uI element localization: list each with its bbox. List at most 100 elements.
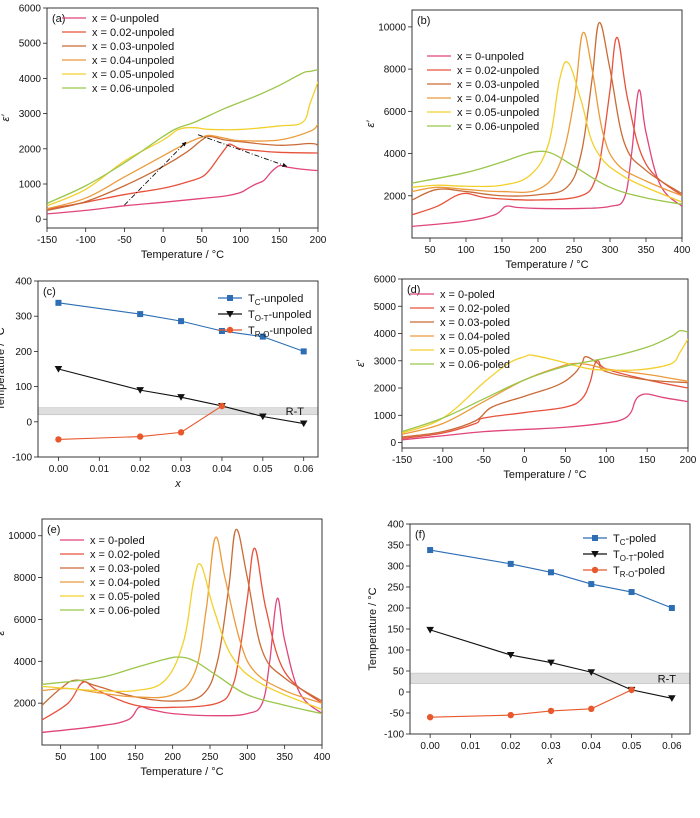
data-point xyxy=(136,387,144,394)
y-tick-label: -50 xyxy=(390,709,405,720)
x-tick-label: 50 xyxy=(560,455,572,466)
y-tick-label: 8000 xyxy=(384,65,407,76)
y-tick-label: 6000 xyxy=(384,107,407,118)
x-tick-label: 50 xyxy=(424,245,436,256)
x-axis-label: x xyxy=(174,478,181,490)
legend: x = 0-unpoled x = 0.02-unpoled x = 0.03-un… xyxy=(427,51,539,133)
x-tick-label: 0.06 xyxy=(294,464,314,475)
data-point xyxy=(628,589,635,596)
legend-label: TR-O-unpoled xyxy=(248,325,312,339)
y-tick-label: 10000 xyxy=(8,531,36,542)
series-line xyxy=(402,362,688,435)
x-tick-label: 150 xyxy=(639,455,656,466)
y-tick-label: 100 xyxy=(15,382,32,393)
legend-marker xyxy=(226,311,234,318)
series-line xyxy=(412,31,682,197)
y-tick-label: 5000 xyxy=(19,39,42,50)
data-point xyxy=(259,413,267,421)
series-line xyxy=(402,338,688,434)
x-tick-label: 250 xyxy=(202,752,219,763)
data-point xyxy=(178,318,185,325)
y-tick-label: 4000 xyxy=(374,329,397,340)
x-tick-label: 0.00 xyxy=(420,741,440,752)
y-tick-label: 3000 xyxy=(19,109,42,120)
data-point xyxy=(177,429,185,436)
rt-band-label: R-T xyxy=(658,673,677,685)
series-group xyxy=(402,329,688,441)
legend: TC-poled TO-T-poled TR-O-poled xyxy=(583,533,665,579)
y-tick-label: 6000 xyxy=(19,4,42,15)
data-point xyxy=(427,547,434,554)
legend-label: x = 0.02-unpoled xyxy=(92,27,174,39)
y-tick-label: 2000 xyxy=(14,699,37,710)
y-tick-label: 200 xyxy=(387,604,404,615)
y-tick-label: 0 xyxy=(398,688,404,699)
series-line xyxy=(402,356,688,438)
y-tick-label: 1000 xyxy=(19,180,42,191)
x-tick-label: 200 xyxy=(530,245,547,256)
legend-label: x = 0.06-poled xyxy=(90,605,160,617)
series-group xyxy=(426,547,676,721)
y-axis-label: Temperature / °C xyxy=(0,327,7,410)
y-tick-label: 400 xyxy=(15,277,32,288)
data-point xyxy=(259,333,266,340)
series-group xyxy=(42,528,322,734)
panel-label: (e) xyxy=(47,524,60,536)
legend: x = 0-unpoled x = 0.02-unpoled x = 0.03-un… xyxy=(62,13,174,95)
x-tick-label: 0.03 xyxy=(171,464,191,475)
x-axis-label: Temperature / °C xyxy=(505,259,588,271)
data-point xyxy=(54,366,63,373)
trend-arrow-head xyxy=(181,141,187,147)
y-tick-label: 400 xyxy=(387,520,404,531)
legend-label: x = 0.03-unpoled xyxy=(92,41,174,53)
legend-label: x = 0.04-unpoled xyxy=(92,55,174,67)
legend-label: x = 0.04-poled xyxy=(440,331,510,343)
legend-label: x = 0-unpoled xyxy=(92,13,159,25)
y-tick-label: 200 xyxy=(15,347,32,358)
legend-marker xyxy=(591,566,599,574)
y-tick-label: 50 xyxy=(393,667,405,678)
x-tick-label: 0.01 xyxy=(90,464,110,475)
data-point xyxy=(426,626,434,634)
y-tick-label: 6000 xyxy=(374,275,397,286)
x-tick-label: 0.04 xyxy=(212,464,232,475)
series-line xyxy=(42,656,322,715)
x-tick-label: 200 xyxy=(680,455,697,466)
rt-band xyxy=(409,672,691,684)
legend-label: x = 0-poled xyxy=(90,535,145,547)
series-line xyxy=(402,393,688,441)
data-point xyxy=(507,560,514,567)
legend-label: x = 0.06-unpoled xyxy=(457,121,539,133)
y-tick-label: -100 xyxy=(12,453,32,464)
y-tick-label: 1000 xyxy=(374,411,397,422)
chart-panel-f: R-T 0.00 0.01 0.02 0.03 0.04 0.05 0.06 -100 -50 0 5… xyxy=(367,520,691,767)
legend: x = 0-poled x = 0.02-poled x = 0.03-poled x… xyxy=(410,289,510,371)
y-tick-label: 2000 xyxy=(374,384,397,395)
series-group xyxy=(47,68,318,215)
x-tick-label: -100 xyxy=(433,455,453,466)
x-tick-label: 0.06 xyxy=(662,741,682,752)
x-tick-label: 50 xyxy=(196,235,208,246)
x-tick-label: 0.01 xyxy=(461,741,481,752)
x-tick-label: 350 xyxy=(276,752,293,763)
legend-label: x = 0.06-poled xyxy=(440,359,510,371)
y-tick-label: 250 xyxy=(387,583,404,594)
y-tick-label: 4000 xyxy=(384,149,407,160)
series-line xyxy=(42,536,322,704)
chart-panel-d: -150 -100 -50 0 50 100 150 20001000200030004000… xyxy=(355,275,697,482)
y-axis-label: ε′ xyxy=(355,359,367,367)
legend-label: x = 0.03-poled xyxy=(90,563,160,575)
series-line xyxy=(58,302,304,352)
data-point xyxy=(137,311,144,318)
series-line xyxy=(47,68,318,204)
x-axis-label: Temperature / °C xyxy=(503,469,586,481)
x-tick-label: 400 xyxy=(314,752,331,763)
series-line xyxy=(58,405,223,440)
data-point xyxy=(218,327,225,334)
data-point xyxy=(136,433,144,440)
y-tick-label: 350 xyxy=(387,541,404,552)
panel-label: (c) xyxy=(43,286,56,298)
legend-label: x = 0.05-unpoled xyxy=(457,107,539,119)
y-tick-label: 5000 xyxy=(374,302,397,313)
